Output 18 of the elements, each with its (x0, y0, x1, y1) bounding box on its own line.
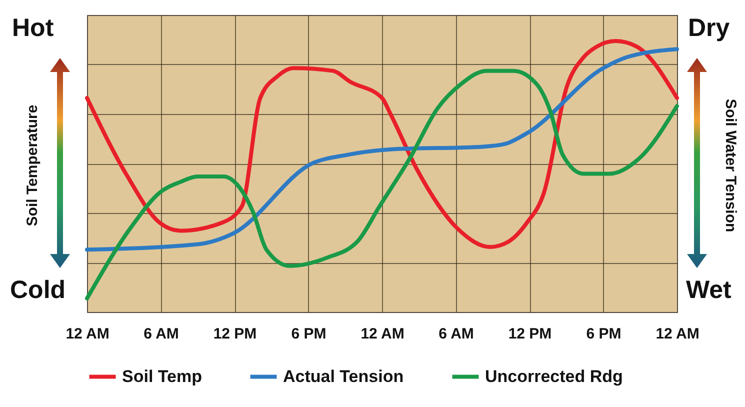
x-tick-label: 6 AM (144, 326, 179, 342)
legend-label: Actual Tension (283, 366, 404, 386)
legend-label: Soil Temp (122, 366, 202, 386)
x-tick-label: 6 PM (586, 326, 622, 342)
text: Cold (10, 276, 66, 305)
legend-label: Uncorrected Rdg (485, 366, 623, 386)
x-tick-label: 6 PM (291, 326, 326, 342)
x-tick-label: 12 PM (508, 326, 552, 342)
x-tick-label: 6 AM (438, 326, 474, 342)
y-axis-title: Soil Temperature (24, 104, 41, 226)
x-tick-label: 12 AM (360, 326, 404, 342)
x-tick-label: 12 AM (656, 326, 700, 342)
text: Dry (688, 14, 730, 43)
x-tick-label: 12 PM (213, 326, 257, 342)
text: Wet (686, 276, 732, 305)
text: Hot (12, 14, 54, 43)
y2-axis-title: Soil Water Tension (722, 98, 739, 232)
x-tick-label: 12 AM (66, 326, 110, 342)
